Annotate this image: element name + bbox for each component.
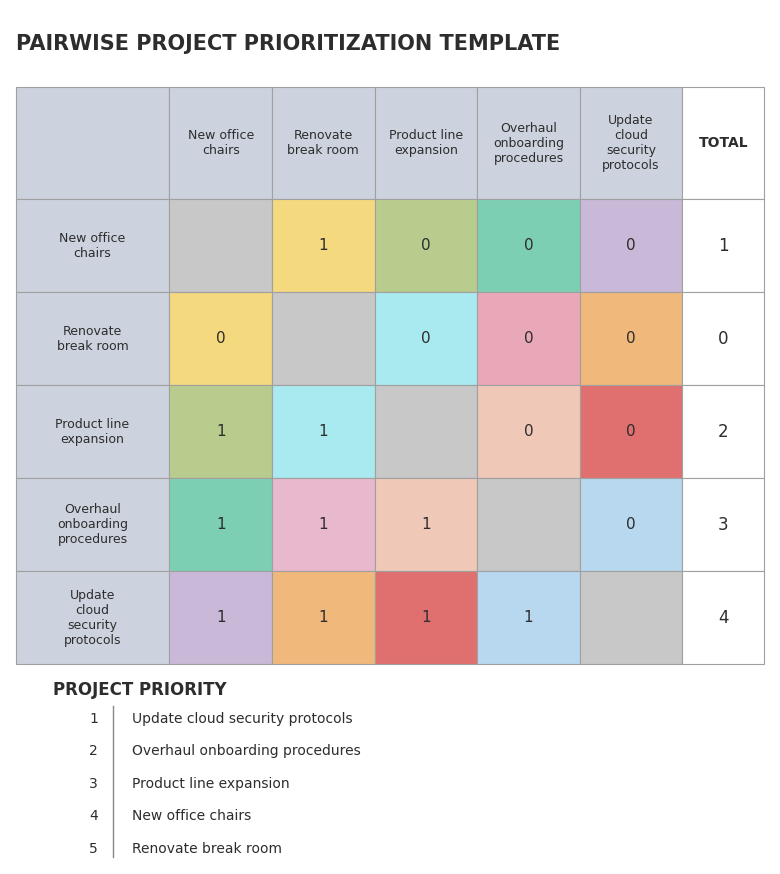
- Text: Update cloud security protocols: Update cloud security protocols: [132, 711, 353, 725]
- Text: 3: 3: [89, 777, 98, 791]
- Bar: [477, 199, 580, 292]
- Bar: [682, 572, 764, 664]
- Text: 0: 0: [523, 238, 534, 253]
- Text: Renovate
break room: Renovate break room: [288, 129, 360, 157]
- Bar: [580, 572, 682, 664]
- Bar: [272, 292, 374, 385]
- Bar: [16, 385, 169, 478]
- Text: 0: 0: [523, 424, 534, 439]
- Text: 0: 0: [626, 238, 636, 253]
- Text: 1: 1: [318, 610, 328, 625]
- Bar: [580, 87, 682, 199]
- Text: 4: 4: [89, 809, 98, 823]
- Text: 1: 1: [318, 517, 328, 532]
- Text: 1: 1: [89, 711, 98, 725]
- Bar: [169, 199, 272, 292]
- Text: 1: 1: [523, 610, 534, 625]
- Text: 1: 1: [421, 517, 431, 532]
- Bar: [374, 385, 477, 478]
- Text: Renovate break room: Renovate break room: [132, 842, 282, 856]
- Bar: [272, 385, 374, 478]
- Text: 0: 0: [626, 517, 636, 532]
- Bar: [580, 385, 682, 478]
- Bar: [682, 87, 764, 199]
- Text: 3: 3: [718, 516, 729, 534]
- Text: 1: 1: [718, 237, 729, 254]
- Text: Product line expansion: Product line expansion: [132, 777, 289, 791]
- Text: 2: 2: [718, 423, 729, 440]
- Text: 0: 0: [626, 424, 636, 439]
- Bar: [374, 572, 477, 664]
- Bar: [16, 199, 169, 292]
- Text: Update
cloud
security
protocols: Update cloud security protocols: [64, 589, 121, 647]
- Text: 2: 2: [89, 745, 98, 759]
- Bar: [682, 199, 764, 292]
- Text: 0: 0: [216, 331, 225, 346]
- Text: 0: 0: [626, 331, 636, 346]
- Bar: [580, 199, 682, 292]
- Bar: [272, 87, 374, 199]
- Bar: [477, 87, 580, 199]
- Text: Renovate
break room: Renovate break room: [57, 324, 129, 352]
- Text: 4: 4: [718, 608, 729, 627]
- Bar: [169, 572, 272, 664]
- Text: New office chairs: New office chairs: [132, 809, 251, 823]
- Text: 1: 1: [421, 610, 431, 625]
- Text: Overhaul
onboarding
procedures: Overhaul onboarding procedures: [57, 503, 128, 546]
- Text: PAIRWISE PROJECT PRIORITIZATION TEMPLATE: PAIRWISE PROJECT PRIORITIZATION TEMPLATE: [16, 34, 560, 53]
- Bar: [477, 385, 580, 478]
- Bar: [477, 478, 580, 572]
- Bar: [169, 385, 272, 478]
- Bar: [682, 292, 764, 385]
- Bar: [374, 87, 477, 199]
- Text: 5: 5: [89, 842, 98, 856]
- Bar: [682, 385, 764, 478]
- Bar: [272, 572, 374, 664]
- Text: New office
chairs: New office chairs: [188, 129, 254, 157]
- Bar: [169, 478, 272, 572]
- Text: 0: 0: [421, 238, 431, 253]
- Bar: [374, 292, 477, 385]
- Text: 1: 1: [318, 424, 328, 439]
- Text: TOTAL: TOTAL: [699, 136, 748, 150]
- Text: Update
cloud
security
protocols: Update cloud security protocols: [602, 114, 660, 172]
- Bar: [580, 478, 682, 572]
- Bar: [682, 478, 764, 572]
- Text: 1: 1: [216, 517, 225, 532]
- Text: 0: 0: [421, 331, 431, 346]
- Text: Product line
expansion: Product line expansion: [389, 129, 463, 157]
- Text: New office
chairs: New office chairs: [59, 232, 126, 260]
- Text: Overhaul
onboarding
procedures: Overhaul onboarding procedures: [493, 121, 564, 164]
- Bar: [169, 292, 272, 385]
- Bar: [477, 572, 580, 664]
- Bar: [272, 199, 374, 292]
- Text: Overhaul onboarding procedures: Overhaul onboarding procedures: [132, 745, 360, 759]
- Text: PROJECT PRIORITY: PROJECT PRIORITY: [53, 681, 227, 699]
- Text: 1: 1: [216, 424, 225, 439]
- Text: 1: 1: [216, 610, 225, 625]
- Bar: [272, 478, 374, 572]
- Bar: [580, 292, 682, 385]
- Text: 1: 1: [318, 238, 328, 253]
- Text: 0: 0: [523, 331, 534, 346]
- Bar: [16, 87, 169, 199]
- Bar: [16, 292, 169, 385]
- Bar: [16, 572, 169, 664]
- Bar: [477, 292, 580, 385]
- Text: Product line
expansion: Product line expansion: [55, 418, 129, 446]
- Bar: [374, 199, 477, 292]
- Bar: [169, 87, 272, 199]
- Bar: [16, 478, 169, 572]
- Bar: [374, 478, 477, 572]
- Text: 0: 0: [718, 329, 729, 348]
